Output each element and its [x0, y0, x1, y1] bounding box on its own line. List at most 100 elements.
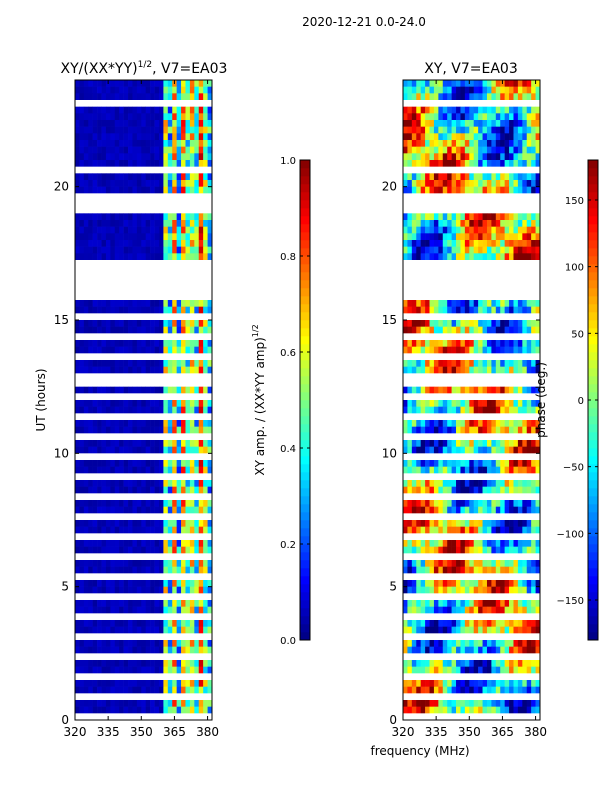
- heatmap-cell: [88, 506, 93, 514]
- heatmap-cell: [420, 560, 426, 567]
- heatmap-cell: [438, 86, 444, 94]
- heatmap-cell: [154, 113, 160, 121]
- heatmap-cell: [407, 300, 413, 307]
- heatmap-cell: [438, 526, 444, 534]
- heatmap-cell: [101, 480, 107, 487]
- colorbar-tick-label: 150: [565, 196, 584, 207]
- heatmap-cell: [500, 106, 505, 114]
- heatmap-cell: [447, 240, 452, 247]
- heatmap-cell: [101, 686, 107, 694]
- heatmap-cell: [473, 180, 479, 187]
- heatmap-cell: [92, 600, 98, 607]
- heatmap-cell: [429, 646, 435, 654]
- heatmap-cell: [101, 566, 107, 574]
- heatmap-cell: [535, 560, 541, 567]
- heatmap-cell: [425, 300, 430, 307]
- heatmap-cell: [158, 480, 164, 487]
- heatmap-cell: [141, 566, 147, 574]
- heatmap-cell: [145, 253, 151, 261]
- heatmap-cell: [420, 106, 426, 114]
- heatmap-cell: [181, 580, 186, 587]
- heatmap-cell: [105, 106, 111, 114]
- heatmap-cell: [469, 460, 475, 467]
- heatmap-cell: [105, 646, 111, 654]
- heatmap-cell: [407, 646, 413, 654]
- heatmap-cell: [105, 446, 111, 454]
- heatmap-cell: [447, 540, 452, 547]
- heatmap-cell: [473, 106, 479, 114]
- heatmap-cell: [509, 546, 514, 554]
- heatmap-cell: [158, 133, 164, 141]
- heatmap-cell: [522, 300, 528, 307]
- heatmap-cell: [176, 160, 182, 167]
- heatmap-cell: [167, 466, 173, 474]
- heatmap-cell: [92, 460, 98, 467]
- colorbar-segment: [588, 352, 598, 361]
- heatmap-cell: [75, 580, 80, 587]
- heatmap-cell: [207, 646, 213, 654]
- heatmap-cell: [509, 226, 514, 234]
- heatmap-cell: [425, 520, 430, 527]
- heatmap-cell: [469, 386, 475, 394]
- heatmap-cell: [88, 86, 93, 94]
- colorbar-segment: [588, 360, 598, 369]
- heatmap-cell: [535, 426, 541, 434]
- heatmap-cell: [136, 113, 142, 121]
- heatmap-cell: [101, 253, 107, 261]
- heatmap-cell: [150, 426, 155, 434]
- heatmap-cell: [167, 440, 173, 447]
- heatmap-cell: [105, 113, 111, 121]
- heatmap-cell: [105, 306, 111, 314]
- heatmap-cell: [132, 253, 138, 261]
- heatmap-cell: [469, 440, 475, 447]
- heatmap-cell: [79, 706, 85, 714]
- heatmap-cell: [128, 126, 133, 134]
- heatmap-cell: [442, 360, 448, 367]
- heatmap-cell: [438, 466, 444, 474]
- heatmap-cell: [535, 566, 541, 574]
- heatmap-cell: [167, 213, 173, 221]
- heatmap-cell: [447, 126, 452, 134]
- heatmap-cell: [172, 586, 177, 594]
- heatmap-cell: [92, 520, 98, 527]
- heatmap-cell: [456, 120, 461, 127]
- colorbar-tick-label: 1.0: [280, 156, 296, 167]
- heatmap-cell: [469, 686, 475, 694]
- heatmap-cell: [416, 406, 421, 414]
- heatmap-cell: [189, 300, 195, 307]
- heatmap-cell: [194, 620, 200, 627]
- heatmap-cell: [509, 646, 514, 654]
- heatmap-cell: [128, 186, 133, 194]
- heatmap-cell: [500, 366, 505, 374]
- heatmap-cell: [105, 146, 111, 154]
- heatmap-cell: [83, 406, 89, 414]
- heatmap-cell: [83, 326, 89, 334]
- heatmap-cell: [473, 126, 479, 134]
- heatmap-cell: [207, 160, 213, 167]
- heatmap-cell: [411, 360, 417, 367]
- heatmap-cell: [403, 486, 408, 494]
- heatmap-cell: [456, 300, 461, 307]
- heatmap-cell: [79, 660, 85, 667]
- heatmap-cell: [92, 500, 98, 507]
- heatmap-cell: [411, 126, 417, 134]
- heatmap-cell: [456, 173, 461, 181]
- heatmap-cell: [92, 580, 98, 587]
- heatmap-cell: [128, 546, 133, 554]
- heatmap-cell: [176, 306, 182, 314]
- heatmap-cell: [110, 153, 116, 161]
- heatmap-cell: [163, 80, 169, 87]
- heatmap-cell: [150, 173, 155, 181]
- heatmap-cell: [403, 700, 408, 707]
- heatmap-cell: [433, 666, 439, 674]
- heatmap-cell: [150, 233, 155, 241]
- heatmap-cell: [469, 153, 475, 161]
- heatmap-cell: [167, 426, 173, 434]
- heatmap-cell: [154, 233, 160, 241]
- heatmap-cell: [416, 133, 421, 141]
- heatmap-cell: [194, 586, 200, 594]
- heatmap-cell: [531, 426, 536, 434]
- heatmap-cell: [500, 213, 505, 221]
- colorbar-segment: [300, 232, 310, 241]
